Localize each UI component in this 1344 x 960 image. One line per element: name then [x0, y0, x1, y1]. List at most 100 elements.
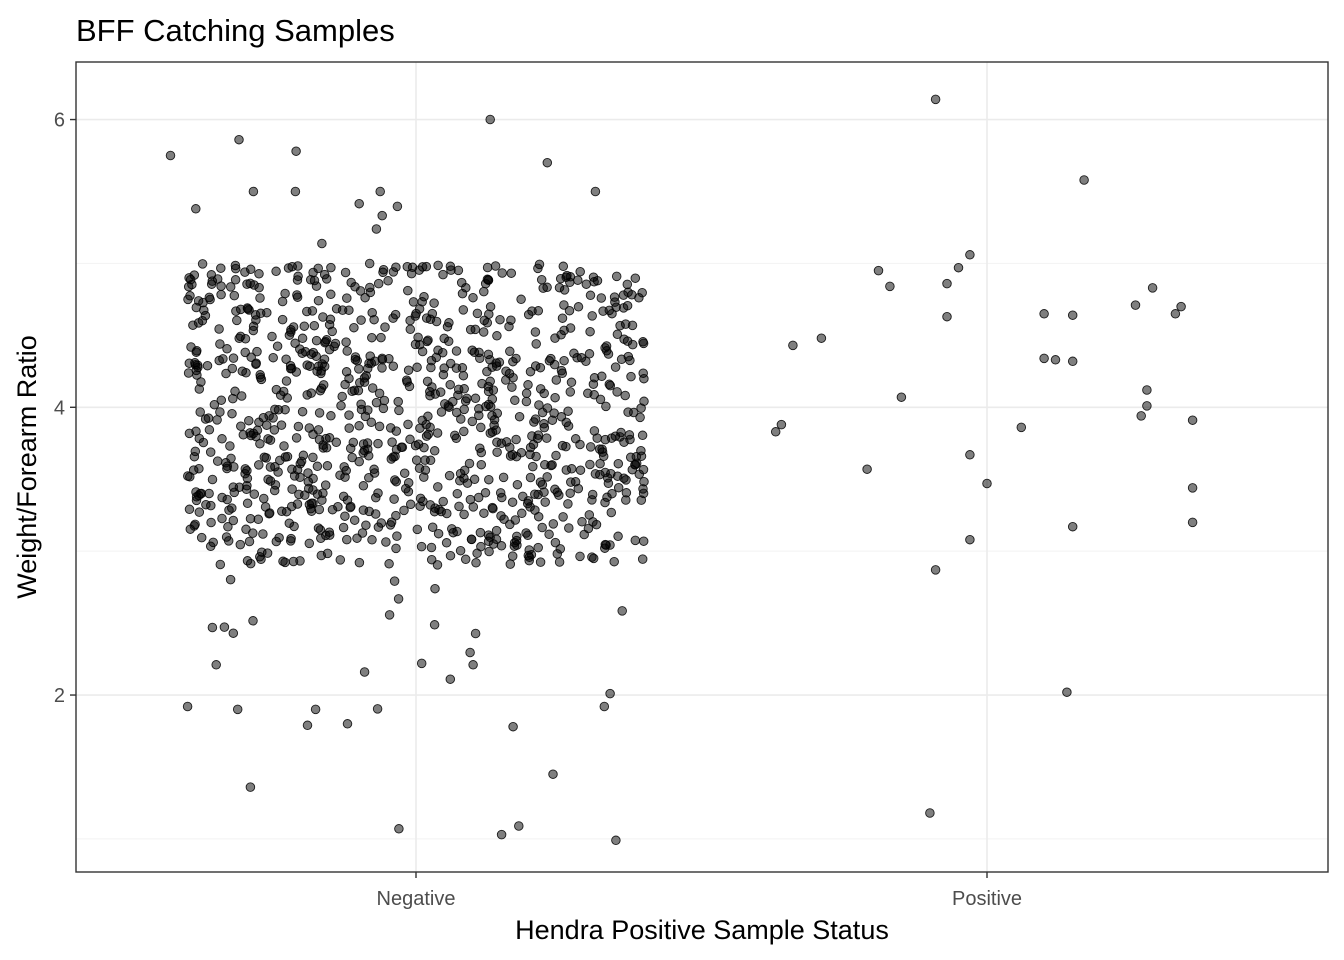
data-point [388, 361, 399, 371]
data-point [588, 379, 599, 389]
data-point [552, 549, 563, 559]
data-point [342, 534, 352, 545]
data-point [190, 446, 201, 457]
data-point [405, 315, 415, 326]
data-point [458, 305, 469, 315]
data-point [468, 660, 478, 670]
data-point [338, 491, 349, 502]
data-point [313, 295, 324, 306]
data-point [200, 310, 211, 321]
data-point [345, 443, 356, 454]
data-point [258, 529, 268, 539]
data-point [188, 320, 198, 330]
data-point [570, 477, 581, 487]
data-point [314, 434, 325, 445]
data-point [479, 508, 489, 518]
data-point [528, 461, 538, 472]
data-point [1050, 355, 1061, 365]
data-point [485, 532, 495, 543]
data-point [517, 508, 527, 519]
data-point [387, 437, 397, 447]
data-point [384, 559, 394, 569]
data-point [378, 403, 389, 414]
data-point [399, 505, 409, 516]
data-point [492, 447, 502, 457]
data-point [613, 458, 624, 469]
data-point [534, 400, 544, 410]
data-point [389, 576, 400, 586]
data-point [279, 441, 289, 451]
data-point [281, 376, 292, 386]
data-point [484, 546, 494, 557]
data-point [1170, 309, 1181, 319]
data-point [326, 262, 336, 273]
data-point [609, 556, 619, 567]
data-point [203, 413, 214, 423]
data-point [244, 415, 254, 426]
data-point [405, 499, 416, 510]
data-point [596, 293, 607, 303]
data-point [470, 393, 481, 404]
data-point [496, 541, 507, 551]
data-point [1067, 310, 1078, 320]
data-point [393, 396, 403, 407]
data-point [291, 433, 302, 443]
data-point [625, 452, 636, 463]
data-point [377, 363, 387, 373]
data-point [248, 325, 259, 336]
data-point [331, 437, 342, 448]
data-point [369, 314, 379, 325]
data-point [479, 315, 490, 326]
data-point [316, 550, 327, 561]
data-point [338, 522, 349, 533]
data-point [314, 504, 325, 515]
data-point [441, 538, 452, 548]
data-point [330, 338, 341, 349]
data-point [485, 114, 495, 125]
data-point [378, 264, 389, 275]
data-point [204, 488, 214, 499]
data-point [557, 313, 568, 323]
data-point [297, 333, 308, 344]
data-point [514, 821, 524, 831]
data-point [377, 210, 387, 221]
data-point [321, 274, 332, 284]
data-point [525, 442, 536, 453]
data-point [255, 372, 266, 383]
data-point [337, 391, 347, 402]
data-point [1187, 415, 1198, 425]
data-point [373, 488, 383, 498]
plot-panel-border [75, 61, 1329, 873]
y-axis: 2 4 6 [54, 110, 76, 707]
data-point [621, 488, 632, 498]
data-point [254, 282, 264, 293]
data-point [530, 489, 540, 499]
data-point [533, 430, 544, 440]
data-point [242, 556, 253, 566]
data-point [235, 539, 246, 550]
data-point [211, 660, 221, 670]
data-point [540, 497, 550, 507]
data-point [417, 346, 428, 357]
data-point [302, 720, 313, 731]
data-point [265, 476, 276, 486]
data-point [354, 456, 364, 467]
data-point [360, 292, 370, 303]
data-point [1062, 687, 1072, 697]
data-point [575, 551, 585, 562]
data-point [326, 411, 336, 421]
data-point [405, 434, 415, 445]
data-point [355, 286, 366, 296]
data-point [244, 305, 254, 315]
data-point [432, 428, 443, 438]
data-point [495, 314, 505, 325]
data-point [599, 701, 610, 712]
data-point [603, 349, 614, 359]
data-point [217, 492, 227, 503]
data-point [230, 263, 241, 274]
data-point [234, 134, 244, 145]
minor-gridlines [76, 262, 1328, 840]
data-point [548, 769, 558, 779]
data-point [287, 484, 297, 494]
data-point [433, 260, 443, 271]
